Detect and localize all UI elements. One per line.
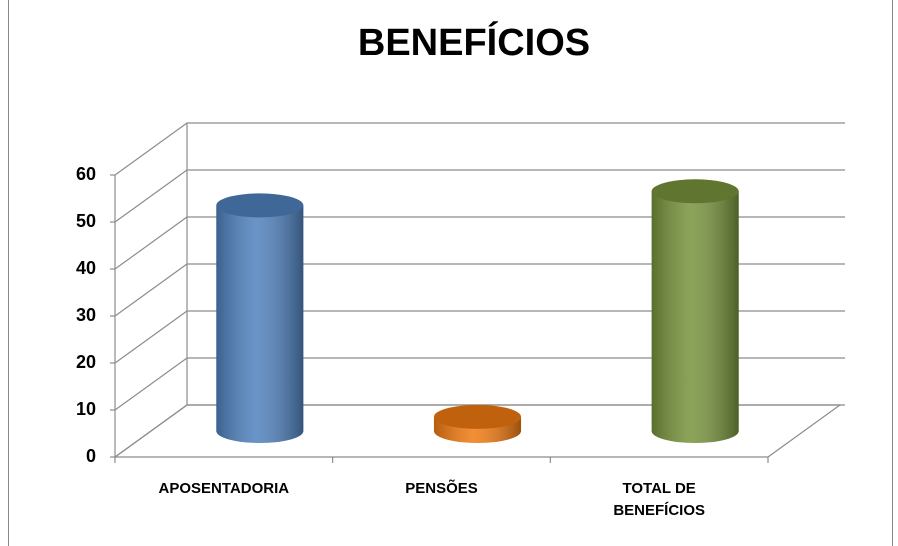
bar-top-shade <box>433 404 522 429</box>
grid-line <box>114 216 845 270</box>
x-tick-label-box: PENSÕES <box>332 478 552 500</box>
grid-line <box>114 357 845 411</box>
bar-top-shade <box>651 179 739 204</box>
x-tick-label-box: TOTAL DE BENEFÍCIOS <box>549 478 769 522</box>
y-tick-label: 30 <box>76 305 96 325</box>
y-tick-label: 0 <box>86 446 96 466</box>
bar <box>433 404 522 443</box>
chart-title: BENEFÍCIOS <box>358 20 590 64</box>
grid-line <box>114 404 845 458</box>
grid-line <box>114 169 845 223</box>
x-tick-label: APOSENTADORIA <box>158 480 290 497</box>
bar-top-shade <box>216 193 304 218</box>
bar-top <box>216 193 304 218</box>
grid-line <box>114 310 845 364</box>
chart-frame <box>8 0 893 546</box>
grid-line <box>114 122 845 176</box>
x-tick-label: TOTAL DE BENEFÍCIOS <box>613 480 705 519</box>
y-tick-label: 40 <box>76 258 96 278</box>
bar-top <box>651 179 739 204</box>
y-tick-label: 20 <box>76 352 96 372</box>
x-tick-label: PENSÕES <box>405 480 478 497</box>
grid-line <box>114 263 845 317</box>
y-tick-label: 60 <box>76 164 96 184</box>
bar-shade <box>216 205 304 443</box>
y-tick-label: 10 <box>76 399 96 419</box>
x-tick-label-box: APOSENTADORIA <box>114 478 334 500</box>
y-tick-label: 50 <box>76 211 96 231</box>
bar <box>216 193 304 443</box>
bar-shade <box>651 191 739 443</box>
bar-top <box>433 404 522 429</box>
bar <box>651 179 739 443</box>
